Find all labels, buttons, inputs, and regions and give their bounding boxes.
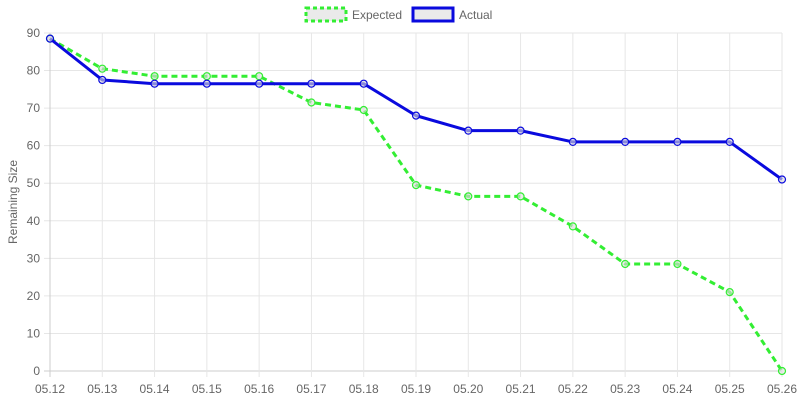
data-point-actual[interactable] [411, 111, 421, 120]
x-tick-label: 05.26 [767, 382, 797, 396]
x-tick-label: 05.25 [715, 382, 745, 396]
data-point-expected[interactable] [150, 72, 159, 81]
x-tick-label: 05.14 [140, 382, 170, 396]
y-axis-title: Remaining Size [6, 160, 20, 244]
data-point-actual[interactable] [464, 126, 473, 135]
x-tick-label: 05.22 [558, 382, 588, 396]
series-actual [45, 34, 787, 184]
data-point-expected[interactable] [307, 98, 316, 107]
data-point-expected[interactable] [516, 192, 525, 201]
x-tick-label: 05.17 [296, 382, 326, 396]
data-point-expected[interactable] [359, 105, 368, 115]
data-point-actual[interactable] [725, 137, 734, 147]
y-tick-label: 40 [27, 214, 41, 228]
x-tick-label: 05.16 [244, 382, 274, 396]
data-point-expected[interactable] [621, 259, 630, 269]
data-point-actual[interactable] [98, 75, 107, 85]
y-tick-label: 90 [27, 26, 41, 40]
data-point-actual[interactable] [673, 137, 682, 147]
x-axis-ticks: 05.12 05.13 05.14 05.15 05.16 05.17 05.18 05.19… [35, 382, 797, 396]
y-tick-label: 10 [27, 326, 41, 340]
x-tick-label: 05.12 [35, 382, 65, 396]
data-point-expected[interactable] [464, 192, 473, 201]
data-point-actual[interactable] [568, 137, 577, 147]
x-tick-label: 05.23 [610, 382, 640, 396]
data-point-expected[interactable] [725, 288, 734, 297]
legend-item-expected[interactable]: Expected [304, 6, 402, 23]
legend-item-actual[interactable]: Actual [411, 6, 492, 23]
y-tick-label: 80 [27, 64, 41, 78]
data-point-expected[interactable] [777, 366, 787, 376]
grid [44, 32, 783, 377]
x-tick-label: 05.18 [349, 382, 379, 396]
data-point-actual[interactable] [150, 79, 159, 88]
legend-label-actual[interactable]: Actual [459, 8, 492, 22]
x-tick-label: 05.24 [662, 382, 692, 396]
data-point-expected[interactable] [98, 64, 107, 73]
x-tick-label: 05.21 [506, 382, 536, 396]
y-axis-ticks: 0 10 20 30 40 50 60 70 80 90 [27, 26, 41, 378]
x-tick-label: 05.15 [192, 382, 222, 396]
y-tick-label: 50 [27, 176, 41, 190]
y-tick-label: 30 [27, 251, 41, 265]
data-point-actual[interactable] [359, 79, 368, 88]
y-tick-label: 0 [33, 364, 40, 378]
data-point-expected[interactable] [255, 72, 264, 81]
data-point-expected[interactable] [202, 72, 211, 81]
data-point-actual[interactable] [255, 79, 264, 88]
data-point-expected[interactable] [568, 222, 577, 231]
data-point-actual[interactable] [516, 126, 525, 135]
y-tick-label: 70 [27, 101, 41, 115]
data-point-actual[interactable] [307, 79, 316, 88]
y-tick-label: 20 [27, 289, 41, 303]
x-tick-label: 05.13 [87, 382, 117, 396]
legend-swatch-expected[interactable] [304, 6, 348, 23]
x-tick-label: 05.20 [453, 382, 483, 396]
legend-label-expected[interactable]: Expected [352, 8, 402, 22]
y-tick-label: 60 [27, 139, 41, 153]
data-point-expected[interactable] [411, 181, 421, 190]
data-point-actual[interactable] [202, 79, 211, 88]
data-point-actual[interactable] [621, 137, 630, 147]
x-tick-label: 05.19 [401, 382, 431, 396]
series [45, 34, 787, 376]
legend-swatch-actual[interactable] [411, 6, 455, 23]
data-point-actual[interactable] [45, 34, 55, 43]
data-point-expected[interactable] [673, 259, 682, 269]
data-point-actual[interactable] [777, 175, 787, 184]
legend[interactable]: Expected Actual [304, 6, 492, 23]
